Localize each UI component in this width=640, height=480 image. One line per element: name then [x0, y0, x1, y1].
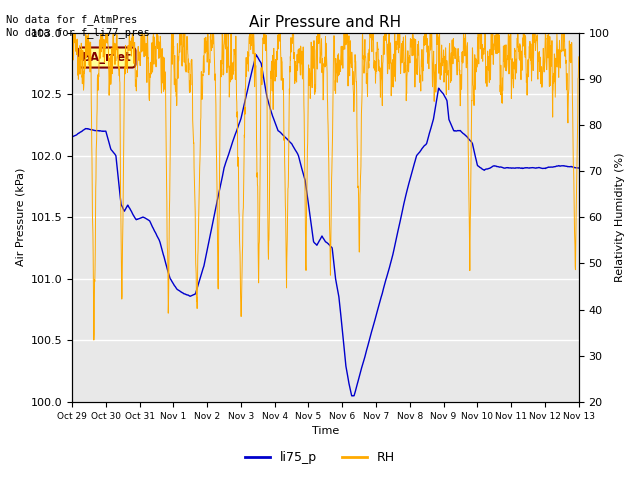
Legend: li75_p, RH: li75_p, RH: [240, 446, 400, 469]
Text: No data for f_AtmPres
No data for f_li77_pres: No data for f_AtmPres No data for f_li77…: [6, 14, 150, 38]
Text: BA_met: BA_met: [82, 51, 132, 64]
Y-axis label: Air Pressure (kPa): Air Pressure (kPa): [15, 168, 25, 266]
Y-axis label: Relativity Humidity (%): Relativity Humidity (%): [615, 153, 625, 282]
X-axis label: Time: Time: [312, 426, 339, 436]
Title: Air Pressure and RH: Air Pressure and RH: [250, 15, 401, 30]
